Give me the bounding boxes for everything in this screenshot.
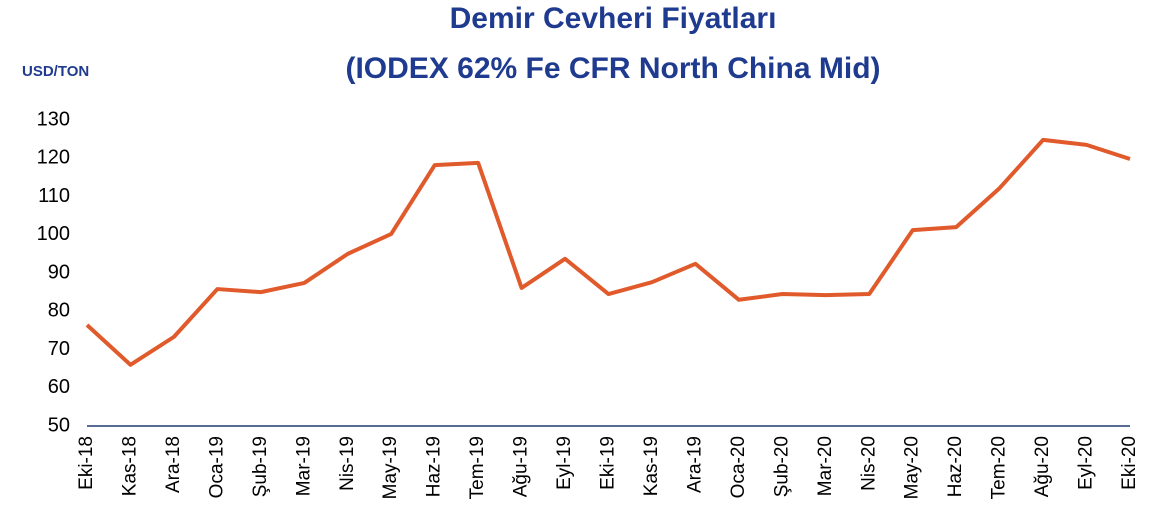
x-tick-label: Haz-20 [945,436,966,497]
x-tick-label: Ara-19 [684,436,705,493]
x-tick-label: Kas-18 [119,436,140,496]
x-tick-label: Eki-20 [1119,436,1140,490]
x-tick-label: Nis-19 [337,436,358,491]
x-tick-label: Eyl-20 [1076,436,1097,490]
y-tick-label: 110 [38,185,70,207]
y-tick-label: 120 [37,147,70,169]
x-tick-label: Mar-19 [293,436,314,496]
x-tick-label: Eki-18 [76,436,97,490]
x-tick-label: Ağu-19 [511,436,532,497]
y-tick-label: 60 [48,376,70,398]
y-tick-label: 80 [48,300,70,322]
x-tick-label: Ara-18 [163,436,184,493]
x-tick-label: Ağu-20 [1032,436,1053,497]
data-line [85,137,1131,367]
x-tick-label: May-20 [902,436,923,499]
x-tick-label: Kas-19 [641,436,662,496]
x-tick-label: Haz-19 [424,436,445,497]
x-tick-label: Oca-19 [206,436,227,498]
y-tick-label: 90 [48,261,70,283]
chart-subtitle: (IODEX 62% Fe CFR North China Mid) [345,52,880,85]
y-tick-label: 50 [48,414,70,436]
y-tick-label: 100 [37,223,70,245]
x-tick-label: Tem-20 [989,436,1010,499]
x-tick-label: Eki-19 [598,436,619,490]
x-tick-label: Mar-20 [815,436,836,496]
x-tick-label: Nis-20 [858,436,879,491]
x-tick-label: Şub-19 [250,436,271,497]
x-tick-label: Oca-20 [728,436,749,498]
chart-title: Demir Cevheri Fiyatları [450,2,777,35]
x-tick-label: Tem-19 [467,436,488,499]
x-tick-label: Eyl-19 [554,436,575,490]
y-tick-label: 70 [48,338,70,360]
y-tick-label: 130 [37,108,70,130]
x-tick-label: May-19 [380,436,401,499]
y-axis-label: USD/TON [22,63,89,80]
x-tick-label: Şub-20 [771,436,792,497]
